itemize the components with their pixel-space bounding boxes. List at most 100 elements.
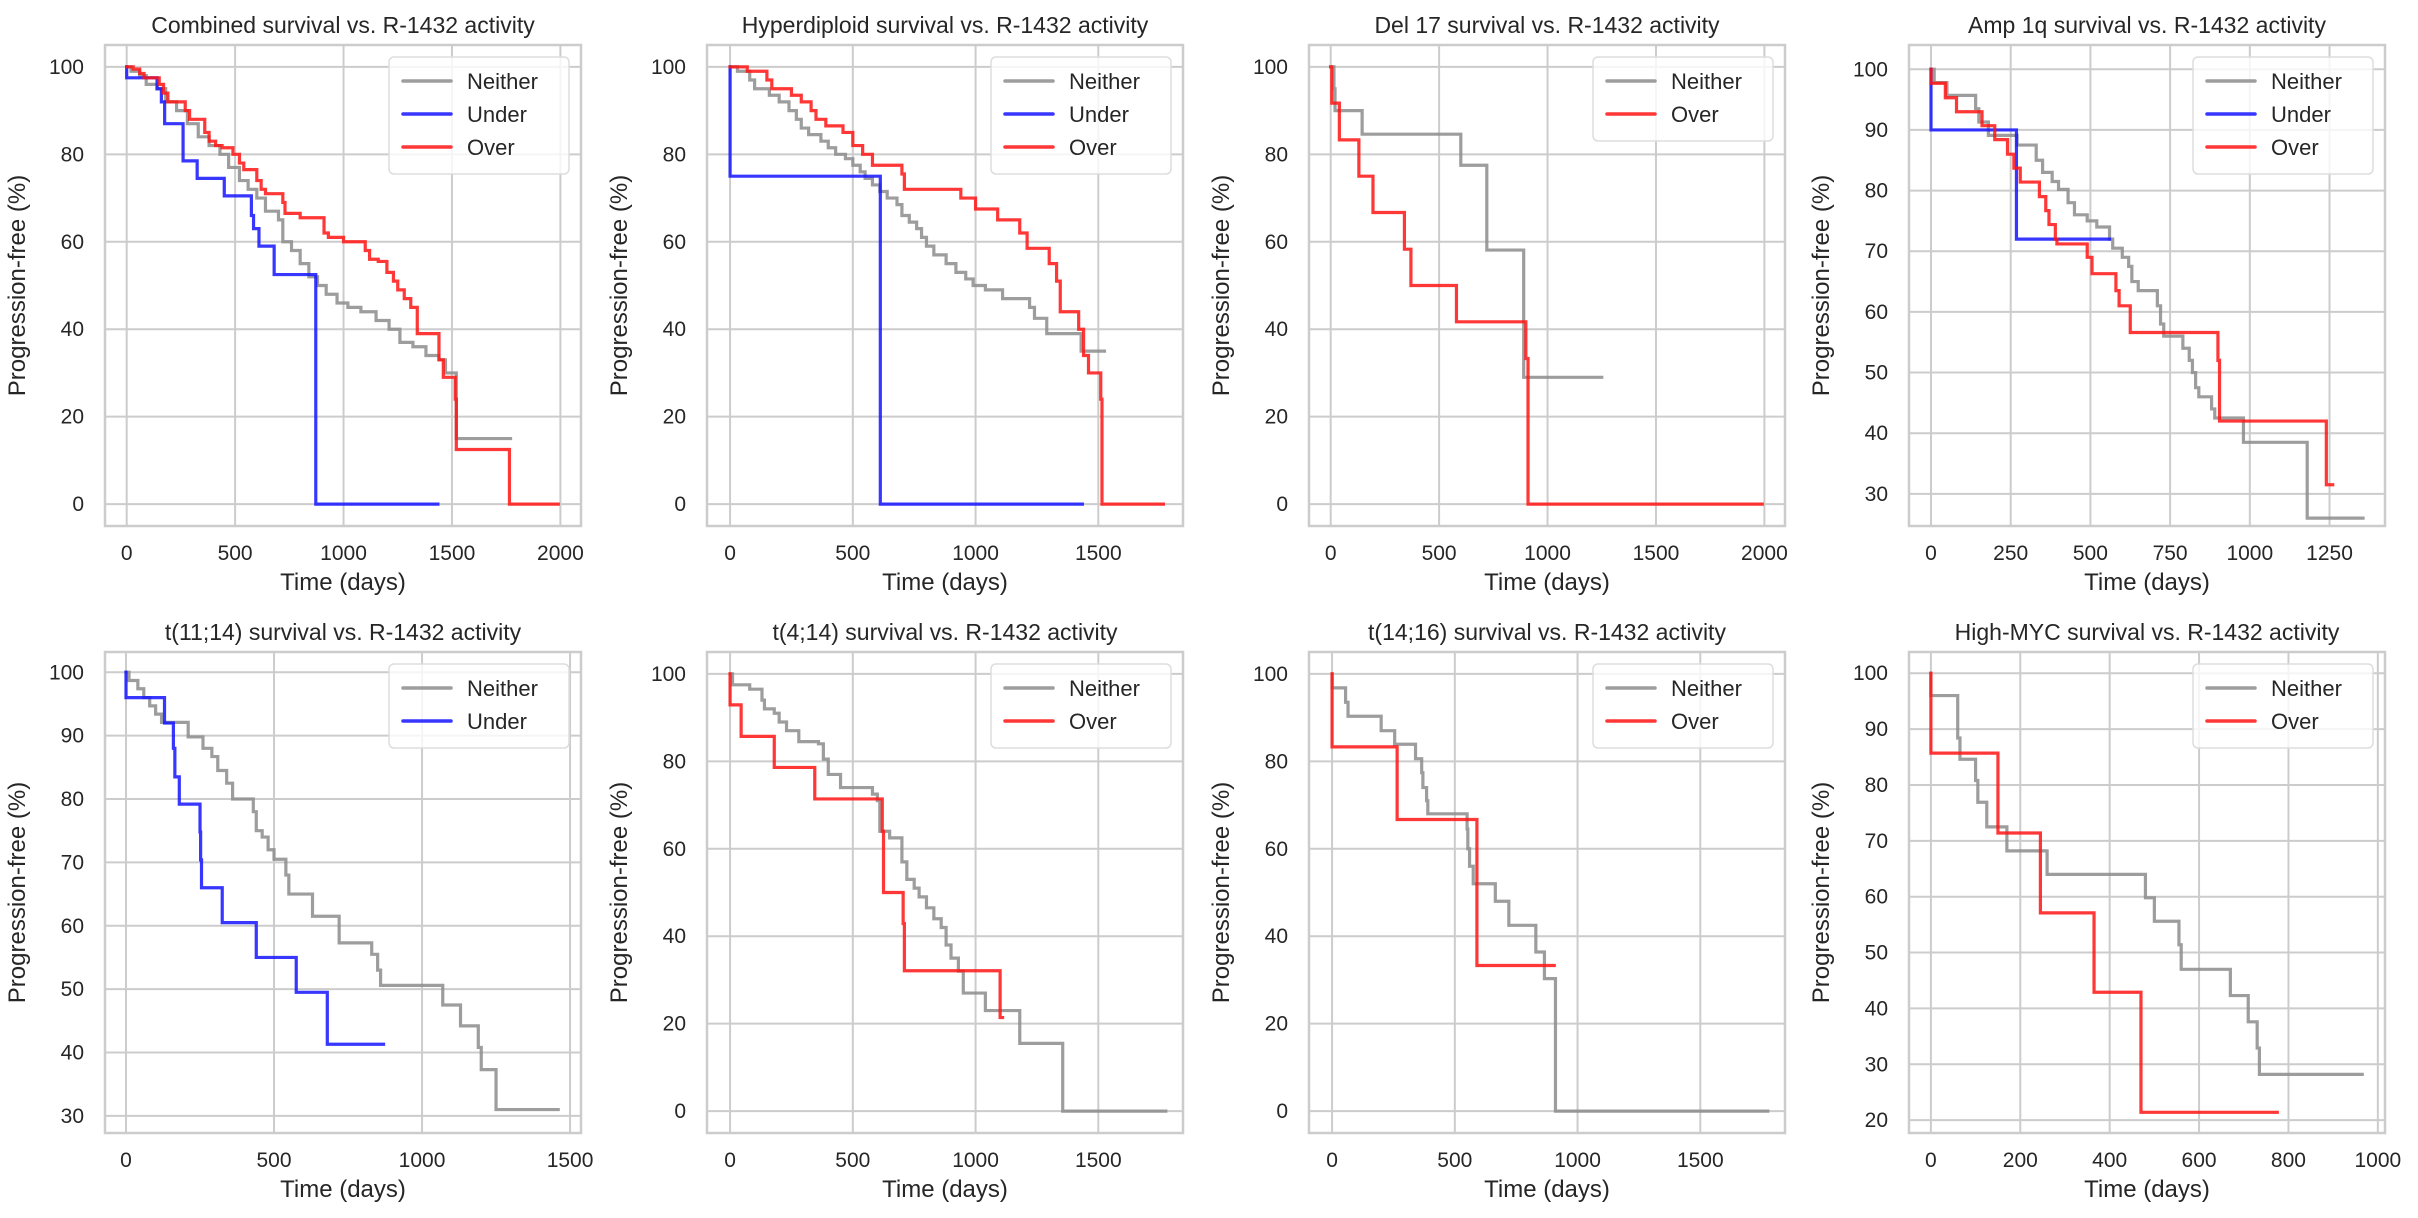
y-axis-label: Progression-free (%): [606, 782, 633, 1003]
legend-label-neither: Neither: [1671, 69, 1742, 94]
x-tick-label: 600: [2182, 1149, 2217, 1172]
y-tick-label: 40: [663, 925, 686, 948]
series-line-over: [1329, 65, 1764, 506]
y-axis-label: Progression-free (%): [606, 175, 633, 396]
legend-box: [388, 663, 570, 749]
subplot-6: 0 500 1000 1500 0 20 40 60 80 100 t(4;14) survival…: [606, 619, 1185, 1203]
x-tick-label: 800: [2271, 1149, 2306, 1172]
y-tick-label: 100: [49, 661, 84, 684]
tick-labels: 0 500 1000 1500 0 20 40 60 80 100: [1253, 663, 1724, 1172]
y-tick-label: 70: [1865, 830, 1888, 853]
legend-label-over: Over: [1671, 102, 1719, 127]
axes-frame: [1907, 43, 2387, 528]
x-tick-label: 0: [1325, 542, 1337, 565]
tick-labels: 0 500 1000 1500 0 20 40 60 80 100: [651, 663, 1122, 1172]
y-tick-label: 90: [1865, 718, 1888, 741]
y-tick-label: 60: [663, 231, 686, 254]
legend-label-neither: Neither: [467, 69, 538, 94]
series-group: [124, 670, 560, 1112]
series-line-neither: [728, 65, 1107, 353]
y-tick-label: 20: [663, 406, 686, 429]
y-tick-label: 0: [674, 493, 686, 516]
y-tick-label: 0: [1276, 493, 1288, 516]
x-axis-label: Time (days): [1484, 1176, 1610, 1203]
x-tick-label: 1500: [429, 542, 476, 565]
y-axis-label: Progression-free (%): [1208, 782, 1235, 1003]
x-axis-label: Time (days): [280, 1176, 406, 1203]
series-group: [1330, 672, 1770, 1113]
tick-labels: 0 500 1000 1500 30 40 50 60 70 80 90 100: [49, 661, 593, 1172]
chart-title: Del 17 survival vs. R-1432 activity: [1374, 12, 1720, 38]
x-tick-label: 1500: [1633, 542, 1680, 565]
legend-label-over: Over: [1671, 709, 1719, 734]
y-tick-label: 20: [663, 1013, 686, 1036]
series-line-over: [728, 65, 1165, 506]
chart-title: t(11;14) survival vs. R-1432 activity: [165, 619, 522, 645]
chart-title: High-MYC survival vs. R-1432 activity: [1955, 619, 2340, 645]
series-line-neither: [1929, 67, 2365, 520]
series-group: [728, 65, 1165, 506]
legend-box: [388, 56, 570, 175]
x-axis-label: Time (days): [1484, 569, 1610, 596]
x-tick-label: 1500: [1677, 1149, 1724, 1172]
subplot-3: 0 500 1000 1500 2000 0 20 40 60 80 100 Del 17 survi…: [1208, 12, 1788, 596]
x-axis-label: Time (days): [882, 569, 1008, 596]
tick-labels: 0 200 400 600 800 1000 20 30 40 50 60 70 80 90 100: [1853, 662, 2401, 1172]
legend-box: [2192, 663, 2374, 749]
series-group: [728, 672, 1168, 1113]
legend-label-over: Over: [1069, 135, 1117, 160]
y-tick-label: 20: [61, 406, 84, 429]
x-axis-label: Time (days): [882, 1176, 1008, 1203]
legend-label-neither: Neither: [2271, 69, 2342, 94]
subplot-1: 0 500 1000 1500 2000 0 20 40 60 80 100 Combined sur…: [4, 12, 584, 596]
y-tick-label: 20: [1865, 1109, 1888, 1132]
x-tick-label: 500: [1437, 1149, 1472, 1172]
tick-labels: 0 500 1000 1500 2000 0 20 40 60 80 100: [1253, 56, 1788, 565]
y-tick-label: 100: [1253, 56, 1288, 79]
x-tick-label: 200: [2003, 1149, 2038, 1172]
x-axis-label: Time (days): [2084, 569, 2210, 596]
y-tick-label: 80: [1265, 750, 1288, 773]
x-tick-label: 400: [2092, 1149, 2127, 1172]
x-tick-label: 1500: [547, 1149, 594, 1172]
series-line-under: [125, 65, 440, 506]
series-group: [1929, 671, 2364, 1114]
x-tick-label: 0: [1326, 1149, 1338, 1172]
y-tick-label: 100: [651, 663, 686, 686]
legend: Neither Under Over: [2192, 56, 2374, 175]
x-tick-label: 1500: [1075, 1149, 1122, 1172]
y-axis-label: Progression-free (%): [1208, 175, 1235, 396]
y-tick-label: 40: [1265, 318, 1288, 341]
series-line-neither: [1329, 65, 1604, 379]
y-tick-label: 70: [61, 851, 84, 874]
y-tick-label: 100: [1253, 663, 1288, 686]
y-tick-label: 80: [61, 788, 84, 811]
tick-labels: 0 500 1000 1500 2000 0 20 40 60 80 100: [49, 56, 584, 565]
x-tick-label: 0: [1925, 542, 1937, 565]
subplot-7: 0 500 1000 1500 0 20 40 60 80 100 t(14;16) surviva…: [1208, 619, 1787, 1203]
legend-box: [1592, 663, 1774, 749]
legend-label-over: Over: [2271, 135, 2319, 160]
y-tick-label: 70: [1865, 240, 1888, 263]
legend: Neither Under: [388, 663, 570, 749]
tick-labels: 0 250 500 750 1000 1250 30 40 50 60 70 80 90 100: [1853, 58, 2353, 565]
legend-box: [1592, 56, 1774, 142]
axes-frame: [705, 43, 1185, 528]
x-tick-label: 500: [835, 542, 870, 565]
series-line-over: [1330, 672, 1556, 968]
x-tick-label: 2000: [537, 542, 584, 565]
y-tick-label: 100: [49, 56, 84, 79]
y-tick-label: 40: [61, 318, 84, 341]
axes-frame: [1907, 650, 2387, 1135]
legend: Neither Over: [1592, 56, 1774, 142]
legend-label-over: Over: [1069, 709, 1117, 734]
legend: Neither Under Over: [388, 56, 570, 175]
y-tick-label: 60: [1265, 838, 1288, 861]
chart-title: Amp 1q survival vs. R-1432 activity: [1968, 12, 2326, 38]
x-tick-label: 1000: [2226, 542, 2273, 565]
y-axis-label: Progression-free (%): [1808, 782, 1835, 1003]
x-tick-label: 2000: [1741, 542, 1788, 565]
legend-label-neither: Neither: [1671, 676, 1742, 701]
y-tick-label: 60: [1865, 301, 1888, 324]
subplot-4: 0 250 500 750 1000 1250 30 40 50 60 70 80 90 100 Amp 1…: [1808, 12, 2387, 596]
